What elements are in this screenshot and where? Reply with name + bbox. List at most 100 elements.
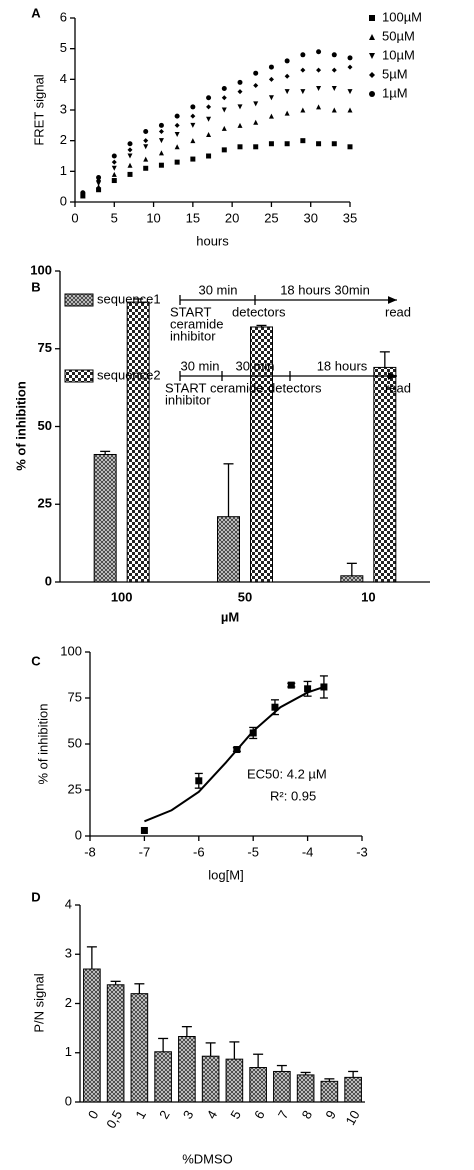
marker (347, 55, 353, 61)
bar (126, 301, 150, 583)
bar (83, 968, 101, 1103)
marker (174, 113, 180, 119)
marker (237, 79, 243, 85)
timeline-label: 18 hours 30min (280, 282, 370, 297)
y-tick-label: 0 (45, 573, 52, 588)
x-tick-label: 7 (275, 1108, 292, 1122)
marker (300, 67, 306, 73)
marker (96, 187, 102, 193)
legend-swatch (64, 293, 94, 307)
y-tick-label: 100 (60, 643, 82, 658)
y-tick-label: 25 (38, 496, 52, 511)
y-tick-label: 2 (60, 132, 67, 147)
bar (225, 1058, 244, 1103)
marker (143, 144, 149, 150)
x-tick-label: 50 (238, 589, 252, 604)
marker (347, 107, 353, 113)
marker (331, 67, 337, 73)
marker (190, 113, 196, 119)
bar (217, 516, 240, 583)
marker (268, 141, 274, 147)
legend-label: sequence1 (97, 291, 161, 306)
x-tick-label: 8 (299, 1108, 316, 1122)
y-tick-label: 0 (60, 193, 67, 208)
x-tick-label: 20 (225, 210, 239, 225)
timeline-label: 30 min (235, 358, 274, 373)
marker (316, 141, 322, 147)
timeline-label: ceramide (170, 316, 223, 331)
marker (331, 86, 337, 92)
panel-letter: C (31, 653, 41, 668)
marker (174, 144, 180, 150)
x-tick-label: 10 (342, 1108, 362, 1128)
y-tick-label: 1 (60, 163, 67, 178)
y-tick-label: 0 (75, 827, 82, 842)
marker (300, 138, 306, 144)
marker (96, 174, 102, 180)
y-tick-label: 2 (65, 995, 72, 1010)
marker (237, 104, 243, 110)
marker (127, 153, 133, 159)
marker (237, 89, 243, 95)
marker (253, 82, 259, 88)
marker (316, 86, 322, 92)
marker (140, 826, 148, 834)
marker (206, 95, 212, 101)
marker (284, 89, 290, 95)
x-tick-label: 35 (343, 210, 357, 225)
marker (300, 107, 306, 113)
y-tick-label: 3 (65, 946, 72, 961)
marker (127, 147, 133, 153)
bar (154, 1051, 172, 1103)
marker (190, 138, 196, 144)
marker (127, 141, 133, 147)
marker (316, 49, 322, 55)
marker (158, 150, 164, 156)
marker (127, 171, 133, 177)
x-tick-label: 5 (111, 210, 118, 225)
marker (237, 122, 243, 128)
x-tick-label: -5 (247, 844, 259, 859)
y-axis-label: % of inhibition (35, 704, 50, 785)
x-tick-label: 0,5 (103, 1108, 125, 1131)
x-axis-label: log[M] (208, 867, 243, 882)
marker (268, 95, 274, 101)
marker (287, 681, 295, 689)
bar (130, 993, 149, 1103)
x-tick-label: 3 (180, 1108, 197, 1122)
y-tick-label: 25 (68, 781, 82, 796)
bar (320, 1080, 339, 1103)
legend-label: 5µM (382, 66, 408, 81)
x-tick-label: 10 (146, 210, 160, 225)
marker (300, 52, 306, 58)
y-tick-label: 6 (60, 9, 67, 24)
marker (304, 685, 312, 693)
marker (316, 104, 322, 110)
marker (158, 122, 164, 128)
marker (331, 52, 337, 58)
legend-swatch (64, 369, 94, 383)
marker (268, 113, 274, 119)
marker (284, 110, 290, 116)
timeline-label: 18 hours (317, 358, 368, 373)
x-tick-label: 9 (322, 1108, 339, 1122)
bar (373, 366, 397, 583)
timeline-label: detectors (268, 380, 322, 395)
timeline-label: detectors (232, 304, 286, 319)
marker (96, 184, 102, 190)
marker (253, 119, 259, 125)
x-axis-label: µM (221, 609, 239, 624)
x-tick-label: -4 (302, 844, 314, 859)
marker (221, 95, 227, 101)
annotation: EC50: 4.2 µM (247, 766, 327, 781)
legend-label: 10µM (382, 47, 415, 62)
legend-label: 100µM (382, 9, 422, 24)
x-tick-label: 15 (186, 210, 200, 225)
timeline-label: ceramide (210, 380, 263, 395)
timeline-label: 30 min (198, 282, 237, 297)
legend-label: 1µM (382, 85, 408, 100)
marker (127, 162, 133, 168)
marker (268, 76, 274, 82)
marker (158, 138, 164, 144)
